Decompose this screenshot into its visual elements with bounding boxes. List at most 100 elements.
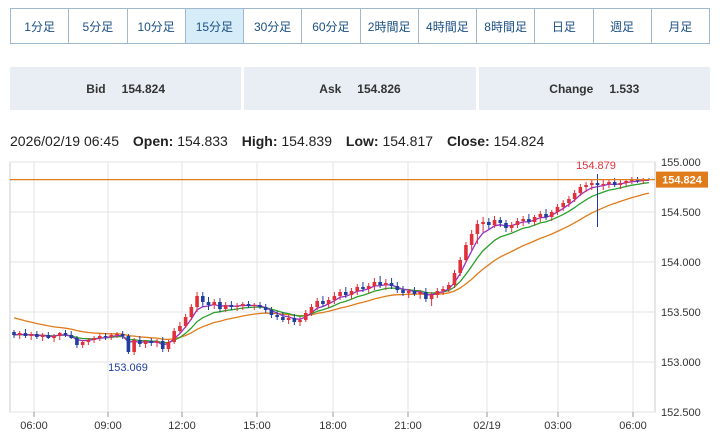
candle-body [281,317,285,320]
tab-timeframe[interactable]: 4時間足 [419,9,477,43]
candle-body [46,335,51,338]
candle-body [229,305,234,307]
candle-body [29,334,33,336]
candle-body [309,307,314,313]
candle-body [527,219,531,222]
ma-short-line [13,179,650,346]
candle-body [195,296,199,307]
tab-timeframe[interactable]: 30分足 [244,9,303,43]
candle-body [315,301,319,307]
close-value: 154.824 [493,133,545,149]
candle-body [475,224,480,234]
candle-body [384,283,388,285]
ohlc-readout: 2026/02/19 06:45 Open: 154.833 High: 154… [10,133,544,149]
candle-body [355,287,360,291]
candle-body [481,222,485,224]
candle-body [258,305,262,307]
tab-timeframe[interactable]: 日足 [535,9,594,43]
tab-timeframe[interactable]: 5分足 [69,9,128,43]
candle-body [389,283,394,286]
candle-body [349,291,354,295]
x-tick-label: 06:00 [619,420,647,432]
open-value: 154.833 [177,133,228,149]
current-price-label: 154.824 [662,175,703,187]
candle-body [595,183,600,185]
tab-timeframe[interactable]: 60分足 [302,9,361,43]
candle-body [218,302,222,309]
change-label: Change [549,81,594,96]
candle-body [492,220,497,225]
candle-body [17,333,22,335]
candle-body [435,291,440,295]
candle-body [263,307,268,310]
candle-body [630,180,634,181]
tab-timeframe[interactable]: 15分足 [185,9,244,43]
candle-body [57,333,62,336]
candle-body [372,282,377,286]
x-tick-label: 12:00 [168,420,196,432]
x-tick-label: 06:00 [20,420,48,432]
candle-body [458,260,463,273]
candle-body [138,340,142,344]
candle-body [35,334,39,337]
candle-body [80,342,85,345]
candle-body [86,340,91,342]
candle-body [298,320,302,322]
candle-body [487,222,491,225]
ask-value: 154.826 [357,81,401,96]
candle-body [241,304,245,306]
candle-body [344,292,348,295]
candle-body [40,335,45,337]
tab-timeframe[interactable]: 10分足 [128,9,186,43]
candle-body [246,304,251,306]
tab-timeframe[interactable]: 月足 [668,19,693,34]
candle-body [321,301,325,304]
candle-body [607,182,611,184]
y-tick-label: 154.500 [661,207,701,219]
candle-body [286,318,291,320]
bid-label: Bid [86,81,106,96]
candle-body [567,199,571,203]
low-annotation: 153.069 [108,362,148,374]
candle-body [601,184,606,185]
ask-label: Ask [319,81,342,96]
high-annotation: 154.879 [576,160,616,172]
candle-body [235,306,239,307]
high-value: 154.839 [281,133,332,149]
y-tick-label: 154.000 [661,257,701,269]
candle-body [515,221,520,225]
candle-body [200,296,205,302]
change-value: 1.533 [609,81,640,96]
candle-body [572,193,577,199]
candle-body [521,219,525,221]
candle-body [12,332,16,335]
low-label: Low: [345,133,379,149]
tab-timeframe[interactable]: 2時間足 [361,9,419,43]
tab-timeframe[interactable]: 週足 [594,9,652,43]
ma-mid-line [13,181,650,344]
candle-body [469,234,474,245]
candle-body [115,334,119,335]
current-price-tag [656,171,708,188]
candle-body [544,214,548,217]
candle-body [189,307,194,317]
open-label: Open: [132,133,174,149]
bid-value: 154.824 [121,81,166,96]
candle-body [269,310,274,315]
candle-body [441,289,445,291]
tab-timeframe[interactable]: 1分足 [11,9,70,43]
candle-body [166,342,171,349]
candle-body [103,336,108,337]
candle-body [132,340,136,352]
candle-body [406,291,411,293]
candle-body [172,331,176,342]
candle-body [429,295,434,299]
tab-timeframe[interactable]: 8時間足 [477,9,536,43]
candle-body [549,212,554,217]
candle-body [464,245,468,260]
price-chart[interactable]: 155.000 154.500 154.000 153.500 153.000 152.5… [0,150,720,435]
y-tick-label: 153.500 [661,307,701,319]
candle-body [509,225,514,228]
candle-body [52,336,56,338]
candle-body [584,185,588,187]
